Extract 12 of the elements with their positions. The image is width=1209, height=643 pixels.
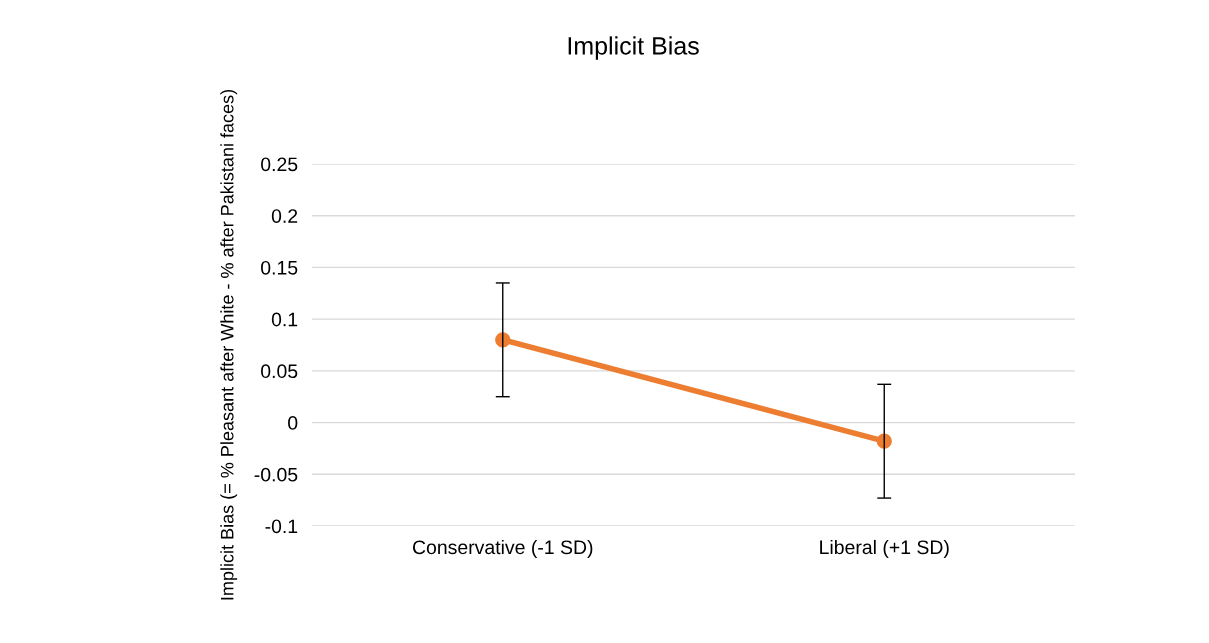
y-tick-label: 0.15	[261, 260, 298, 275]
y-tick-label: 0.1	[271, 312, 298, 327]
y-tick-label: -0.1	[265, 519, 298, 534]
y-tick-label: 0.05	[261, 364, 298, 379]
x-tick-label: Conservative (-1 SD)	[412, 539, 593, 559]
chart-title: Implicit Bias	[568, 36, 699, 60]
y-tick-label: -0.05	[254, 467, 298, 482]
y-tick-label: 0.25	[261, 157, 298, 172]
y-axis-title: Implicit Bias (= % Pleasant after White - % after Pakistani faces)	[220, 89, 238, 600]
y-tick-label: 0.2	[271, 209, 298, 223]
y-tick-label: 0	[288, 416, 298, 430]
x-tick-label: Liberal (+1 SD)	[820, 539, 949, 559]
